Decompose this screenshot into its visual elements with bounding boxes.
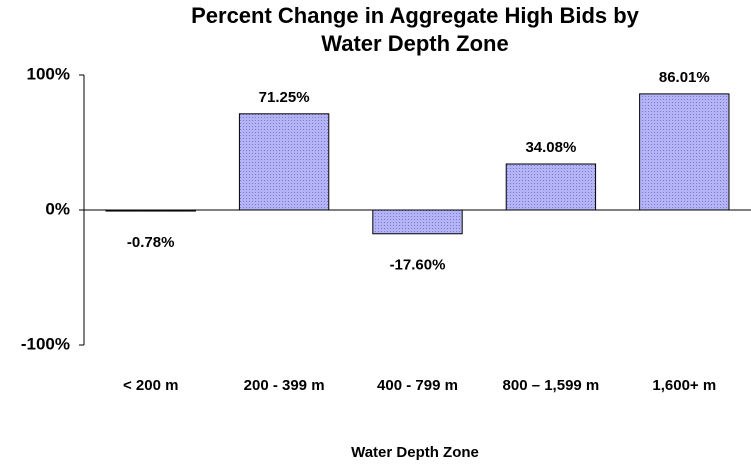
chart-title: Percent Change in Aggregate High Bids by…: [191, 3, 639, 56]
value-label: 71.25%: [259, 89, 310, 106]
bar: [238, 113, 330, 211]
x-tick-label: 1,600+ m: [652, 377, 716, 394]
y-tick-label: 0%: [45, 199, 70, 218]
x-tick-label: 800 – 1,599 m: [503, 377, 600, 394]
value-label: 86.01%: [659, 69, 710, 86]
x-tick-label: < 200 m: [123, 377, 178, 394]
bar: [639, 93, 730, 211]
x-tick-label: 400 - 799 m: [377, 377, 458, 394]
y-tick-label: 100%: [27, 64, 70, 83]
value-label: -0.78%: [127, 234, 175, 251]
x-axis-label: Water Depth Zone: [351, 444, 479, 461]
value-label: -17.60%: [390, 257, 446, 274]
bar: [372, 209, 463, 235]
x-tick-label: 200 - 399 m: [244, 377, 325, 394]
y-tick-label: -100%: [21, 334, 70, 353]
bar: [505, 163, 597, 211]
value-label: 34.08%: [525, 139, 576, 156]
